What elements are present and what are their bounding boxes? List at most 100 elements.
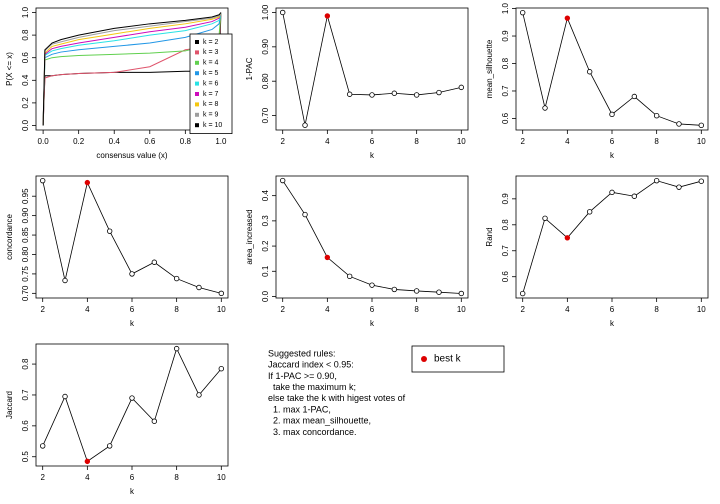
legend-swatch [195,123,199,128]
legend-swatch [195,81,199,86]
x-tick-label: 0.4 [109,137,121,146]
rule-line: If 1-PAC >= 0.90, [268,371,337,381]
x-tick-label: 10 [457,305,466,314]
y-tick-label: 0.95 [21,188,30,204]
legend-box [411,345,505,373]
point [698,178,705,184]
y-tick-label: 0.8 [501,219,510,231]
point [458,84,465,91]
y-tick-label: 0.6 [21,52,30,64]
point [391,286,398,293]
rule-line: Suggested rules: [268,348,336,358]
panel: 2 4 6 8 10 0.0 0.1 0.2 0.3 0.4 k area_increased [245,175,469,328]
legend-marker [421,356,427,362]
y-tick-label: 0.5 [21,451,30,463]
panel: 2 4 6 8 10 0.5 0.6 0.7 0.8 k Jaccard [5,343,229,496]
best-point [564,235,571,241]
y-tick-label: 0.9 [501,193,510,205]
point [196,284,202,291]
y-tick-label: 0.2 [21,97,30,109]
x-tick-label: 8 [654,305,659,314]
point [631,193,638,199]
y-axis-label: Rand [485,227,494,246]
point [436,289,442,295]
point [106,443,113,449]
point [631,93,638,100]
x-tick-label: 8 [174,473,179,482]
point [369,92,375,98]
x-tick-label: 2 [280,137,285,146]
y-axis-label: Jaccard [5,391,14,419]
point [653,177,660,184]
best-point [84,179,91,186]
legend-label: best k [434,354,462,365]
y-tick-label: 0.9 [501,30,510,42]
point [39,443,46,449]
x-axis-label: k [370,319,375,328]
y-axis-label: concordance [5,214,14,260]
x-tick-label: 2 [40,473,45,482]
ecdf-line [42,12,222,126]
ecdf-line [42,12,222,126]
y-tick-label: 0.6 [21,420,30,432]
point [458,290,465,297]
rule-line: 3. max concordance. [268,427,357,437]
ecdf-line [42,12,222,126]
line [282,180,462,294]
legend-label: k = 4 [203,60,218,67]
point [279,177,286,184]
line [282,12,462,126]
legend-swatch [195,102,199,107]
y-tick-label: 0.80 [261,73,270,89]
x-tick-label: 0.0 [38,137,50,146]
best-point [324,13,331,19]
x-tick-label: 6 [370,137,375,146]
y-tick-label: 1.0 [21,6,30,18]
y-tick-label: 0.6 [501,271,510,283]
x-tick-label: 10 [697,305,706,314]
x-tick-label: 2 [280,305,285,314]
y-axis-label: P(X <= x) [5,52,14,86]
x-tick-label: 8 [414,305,419,314]
point [151,418,158,424]
y-tick-label: 0.75 [21,266,30,282]
plot-frame [275,175,469,299]
legend-swatch [195,50,199,55]
point [698,122,705,129]
y-tick-label: 0.90 [21,207,30,223]
x-tick-label: 10 [457,137,466,146]
x-tick-label: 10 [217,305,226,314]
line [522,180,702,294]
best-point [324,254,331,261]
y-axis-label: 1-PAC [245,57,254,80]
legend-label: k = 7 [203,91,218,98]
legend-swatch [195,71,199,76]
x-axis-label: k [370,151,375,160]
rule-line: 2. max mean_silhouette, [268,416,371,426]
ecdf-line [42,12,222,126]
panel: 2 4 6 8 10 0.70 0.75 0.80 0.85 0.90 0.95 k concordan… [5,175,229,328]
legend-label: k = 9 [203,112,218,119]
point [436,89,442,96]
x-tick-label: 6 [370,305,375,314]
panel: 2 4 6 8 10 0.6 0.7 0.8 0.9 k Rand [485,175,709,328]
y-tick-label: 0.4 [261,190,270,202]
x-tick-label: 2 [40,305,45,314]
x-tick-label: 10 [217,473,226,482]
ecdf-line [42,12,222,126]
x-tick-label: 6 [610,305,615,314]
point [302,122,308,128]
x-tick-label: 6 [610,137,615,146]
x-tick-label: 4 [325,305,330,314]
y-tick-label: 0.2 [261,240,270,252]
y-tick-label: 0.80 [21,246,30,262]
point [542,215,548,222]
best-point [564,15,571,21]
x-tick-label: 6 [130,305,135,314]
panel: 2 4 6 8 10 0.70 0.80 0.90 1.00 k 1-PAC [245,4,469,160]
point [676,121,682,127]
rule-line: Jaccard index < 0.95: [268,360,354,370]
x-axis-label: k [130,487,135,496]
point [653,113,660,119]
